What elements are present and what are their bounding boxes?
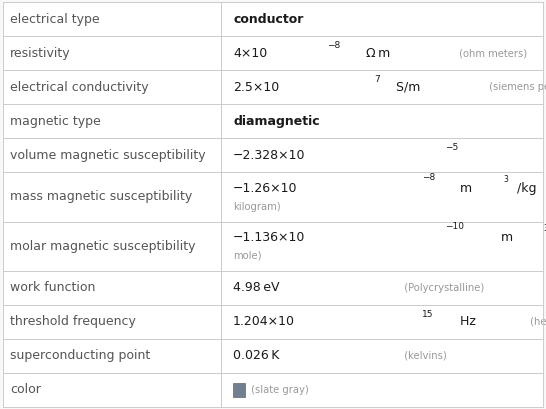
Bar <box>3 222 543 271</box>
Text: −10: −10 <box>446 222 465 231</box>
Text: mole): mole) <box>233 251 262 261</box>
Text: molar magnetic susceptibility: molar magnetic susceptibility <box>10 240 195 253</box>
Text: −8: −8 <box>328 41 341 50</box>
Text: Hz: Hz <box>456 315 476 328</box>
Text: 3: 3 <box>544 225 546 234</box>
Bar <box>3 339 543 373</box>
Text: resistivity: resistivity <box>10 47 70 60</box>
Text: diamagnetic: diamagnetic <box>233 115 320 128</box>
Bar <box>3 138 543 172</box>
Bar <box>3 172 543 222</box>
Text: superconducting point: superconducting point <box>10 349 150 362</box>
Text: (Polycrystalline): (Polycrystalline) <box>398 283 484 293</box>
Bar <box>3 36 543 70</box>
Text: (ohm meters): (ohm meters) <box>456 48 527 58</box>
Text: 3: 3 <box>503 175 508 184</box>
Bar <box>3 2 543 36</box>
Text: 7: 7 <box>375 75 381 84</box>
Text: S/m: S/m <box>391 81 420 94</box>
Text: /kg: /kg <box>518 182 537 195</box>
Bar <box>3 373 543 407</box>
Text: work function: work function <box>10 281 95 294</box>
Text: volume magnetic susceptibility: volume magnetic susceptibility <box>10 149 205 162</box>
Text: −1.136×10: −1.136×10 <box>233 231 306 244</box>
Text: (hertz): (hertz) <box>527 317 546 327</box>
Bar <box>3 305 543 339</box>
Text: magnetic type: magnetic type <box>10 115 100 128</box>
Bar <box>3 70 543 104</box>
Text: color: color <box>10 383 41 396</box>
Text: Ω m: Ω m <box>361 47 390 60</box>
Text: threshold frequency: threshold frequency <box>10 315 136 328</box>
Text: electrical type: electrical type <box>10 13 99 26</box>
Text: kilogram): kilogram) <box>233 202 281 212</box>
Text: 4×10: 4×10 <box>233 47 268 60</box>
Text: conductor: conductor <box>233 13 304 26</box>
Text: 2.5×10: 2.5×10 <box>233 81 280 94</box>
Text: 4.98 eV: 4.98 eV <box>233 281 280 294</box>
Text: (siemens per meter): (siemens per meter) <box>486 82 546 92</box>
Text: −8: −8 <box>422 173 435 182</box>
Text: mass magnetic susceptibility: mass magnetic susceptibility <box>10 191 192 203</box>
Text: (slate gray): (slate gray) <box>248 385 309 395</box>
Text: 15: 15 <box>422 310 434 319</box>
Text: m: m <box>496 231 513 244</box>
Text: 0.026 K: 0.026 K <box>233 349 280 362</box>
Text: 1.204×10: 1.204×10 <box>233 315 295 328</box>
Text: −2.328×10: −2.328×10 <box>233 149 306 162</box>
Text: −5: −5 <box>446 143 459 152</box>
Text: electrical conductivity: electrical conductivity <box>10 81 149 94</box>
Bar <box>233 383 245 397</box>
Bar <box>3 271 543 305</box>
Text: m: m <box>456 182 472 195</box>
Text: −1.26×10: −1.26×10 <box>233 182 298 195</box>
Bar <box>3 104 543 138</box>
Text: (kelvins): (kelvins) <box>398 351 447 361</box>
